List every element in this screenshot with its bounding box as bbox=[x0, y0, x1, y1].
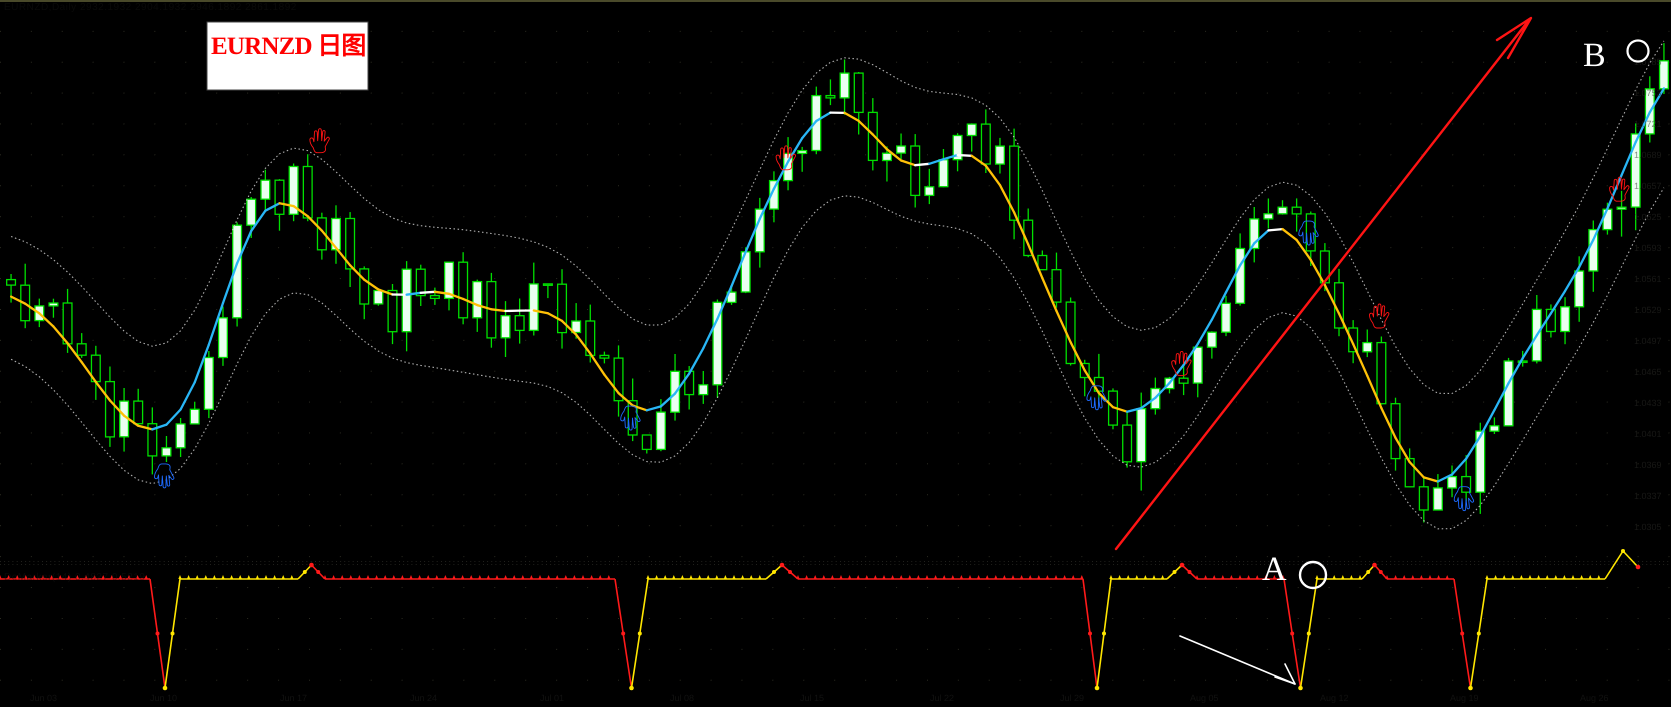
svg-text:1.0561: 1.0561 bbox=[1634, 274, 1662, 284]
svg-text:DeMarker(14) 0.4827: DeMarker(14) 0.4827 0.5219 bbox=[4, 572, 145, 583]
svg-text:Jun 03: Jun 03 bbox=[30, 693, 57, 703]
svg-text:1.0721: 1.0721 bbox=[1634, 119, 1662, 129]
svg-text:Jun 10: Jun 10 bbox=[150, 693, 177, 703]
svg-text:EURNZD,Daily 2932.1932 2904.: EURNZD,Daily 2932.1932 2904.1932 2946.18… bbox=[4, 2, 297, 13]
svg-text:1.0433: 1.0433 bbox=[1634, 398, 1662, 408]
svg-text:Aug 19: Aug 19 bbox=[1450, 693, 1479, 703]
svg-text:Jul 29: Jul 29 bbox=[1060, 693, 1084, 703]
svg-text:1.0753: 1.0753 bbox=[1634, 88, 1662, 98]
svg-text:B: B bbox=[1583, 37, 1606, 74]
svg-text:1.0305: 1.0305 bbox=[1634, 522, 1662, 532]
svg-text:Aug 26: Aug 26 bbox=[1580, 693, 1609, 703]
svg-text:Jul 08: Jul 08 bbox=[670, 693, 694, 703]
svg-text:Jul 15: Jul 15 bbox=[800, 693, 824, 703]
svg-text:Jun 24: Jun 24 bbox=[410, 693, 437, 703]
svg-text:A: A bbox=[1262, 551, 1287, 588]
svg-text:1.0369: 1.0369 bbox=[1634, 460, 1662, 470]
svg-text:1.0465: 1.0465 bbox=[1634, 367, 1662, 377]
svg-text:1.0401: 1.0401 bbox=[1634, 429, 1662, 439]
svg-text:1.0593: 1.0593 bbox=[1634, 243, 1662, 253]
svg-text:1.0337: 1.0337 bbox=[1634, 491, 1662, 501]
svg-text:Jul 22: Jul 22 bbox=[930, 693, 954, 703]
svg-text:1.0657: 1.0657 bbox=[1634, 181, 1662, 191]
svg-text:1.0689: 1.0689 bbox=[1634, 150, 1662, 160]
svg-text:EURNZD 日图: EURNZD 日图 bbox=[211, 33, 366, 60]
svg-text:Jun 17: Jun 17 bbox=[280, 693, 307, 703]
svg-text:1.0529: 1.0529 bbox=[1634, 305, 1662, 315]
svg-text:Aug 12: Aug 12 bbox=[1320, 693, 1349, 703]
svg-text:Jul 01: Jul 01 bbox=[540, 693, 564, 703]
svg-text:Aug 05: Aug 05 bbox=[1190, 693, 1219, 703]
svg-text:1.0625: 1.0625 bbox=[1634, 212, 1662, 222]
svg-text:1.0497: 1.0497 bbox=[1634, 336, 1662, 346]
